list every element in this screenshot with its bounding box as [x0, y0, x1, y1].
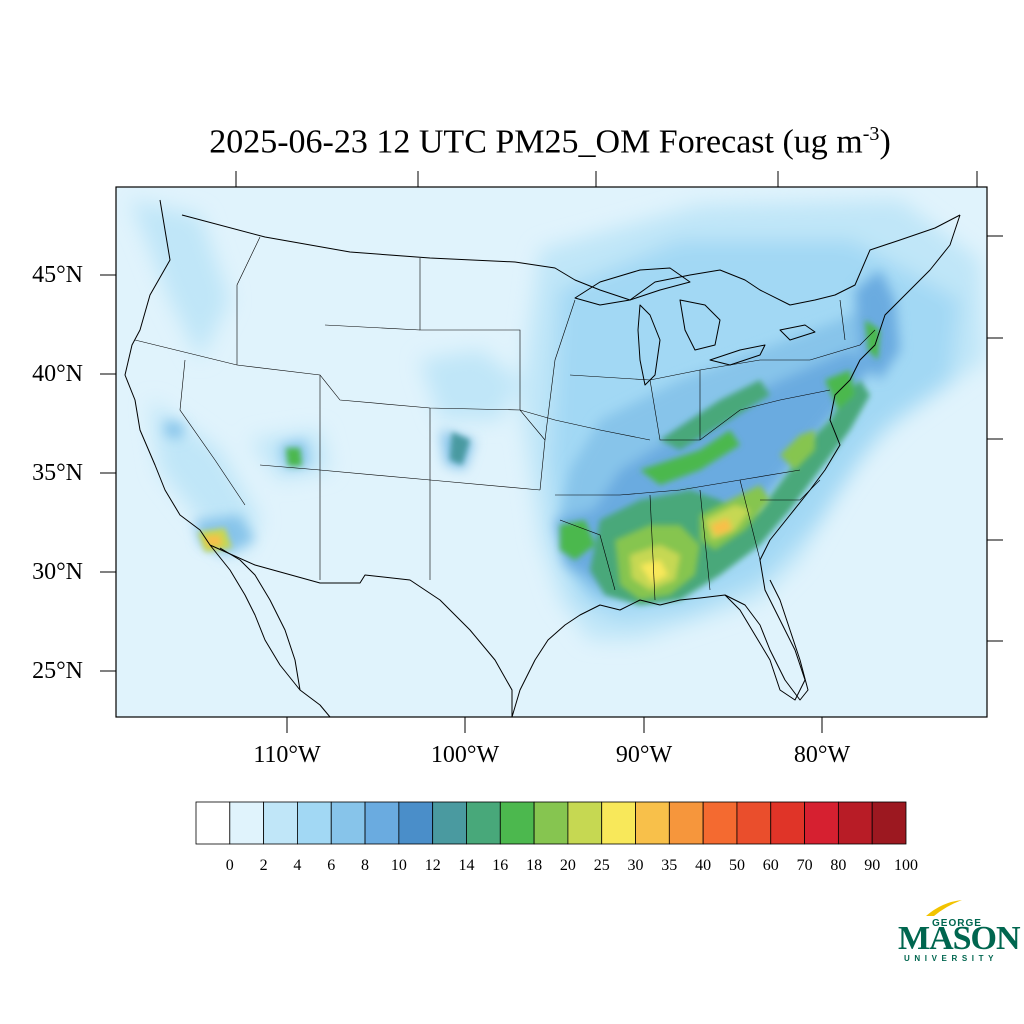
colorbar-swatch: [499, 801, 535, 845]
lat-label-40n: 40°N: [32, 361, 83, 387]
colorbar-swatch: [466, 801, 501, 845]
colorbar-swatch: [804, 801, 839, 845]
colorbar-swatch: [263, 801, 298, 845]
colorbar-swatch: [533, 801, 569, 845]
colorbar-tick-label: 60: [762, 857, 779, 874]
colorbar-swatch: [871, 801, 907, 845]
colorbar-swatch: [567, 801, 603, 845]
colorbar-tick-label: 18: [526, 857, 543, 874]
colorbar-swatch: [229, 801, 265, 845]
colorbar-tick-label: 12: [424, 857, 441, 874]
lake-huron: [679, 299, 721, 351]
colorbar-tick-label: 80: [830, 857, 847, 874]
mexico-border: [209, 544, 513, 717]
west-coastline: [124, 199, 331, 717]
colorbar-tick-label: 25: [593, 857, 610, 874]
colorbar-tick-label: 70: [796, 857, 813, 874]
colorbar-swatch: [668, 801, 704, 845]
colorbar-swatch: [432, 801, 467, 845]
logo-university: UNIVERSITY: [904, 954, 999, 963]
colorbar-swatch: [195, 801, 231, 845]
lake-superior: [574, 267, 691, 306]
colorbar-swatch: [770, 801, 805, 845]
colorbar-swatch: [297, 801, 332, 845]
colorbar-swatch: [364, 801, 400, 845]
colorbar-tick-label: 14: [458, 857, 475, 874]
lon-label-100w: 100°W: [430, 742, 500, 768]
florida-coast: [724, 579, 809, 701]
lake-ontario: [779, 324, 816, 341]
gmu-logo: GEORGE MASON UNIVERSITY: [896, 898, 1021, 968]
state-borders: [134, 236, 876, 601]
map-frame: [115, 186, 988, 718]
lat-label-25n: 25°N: [32, 658, 83, 684]
lake-erie: [709, 344, 766, 366]
colorbar-swatch: [702, 801, 738, 845]
gulf-coastline: [511, 599, 661, 717]
logo-swoosh-icon: [926, 900, 962, 916]
colorbar-tick-label: 20: [559, 857, 576, 874]
colorbar-tick-label: 16: [492, 857, 509, 874]
colorbar-tick-label: 2: [259, 857, 268, 874]
lat-label-45n: 45°N: [32, 262, 83, 288]
east-coastline: [659, 214, 961, 701]
logo-mason: MASON: [898, 920, 1021, 957]
colorbar-swatch: [736, 801, 772, 845]
colorbar-swatch: [837, 801, 873, 845]
colorbar-tick-label: 6: [327, 857, 336, 874]
logo-george: GEORGE: [932, 918, 982, 929]
gulf-of-california-coast: [219, 547, 301, 691]
boundaries: [124, 199, 961, 717]
colorbar-swatch: [635, 801, 670, 845]
colorbar-tick-label: 4: [293, 857, 302, 874]
colorbar-tick-label: 50: [729, 857, 745, 874]
map-title: 2025-06-23 12 UTC PM25_OM Forecast (ug m…: [209, 123, 891, 161]
lat-label-35n: 35°N: [32, 460, 83, 486]
colorbar-swatch: [398, 801, 434, 845]
concentration-field-high: [205, 430, 815, 600]
colorbar-tick-label: 40: [695, 857, 712, 874]
colorbar-tick-label: 8: [361, 857, 369, 874]
colorbar-tick-label: 0: [225, 857, 234, 874]
lat-label-30n: 30°N: [32, 559, 83, 585]
lon-ticks-bottom: [286, 717, 823, 733]
lat-ticks-left: [100, 274, 116, 672]
colorbar-tick-label: 90: [864, 857, 881, 874]
colorbar-tick-label: 100: [894, 857, 918, 874]
colorbar-swatch: [330, 801, 366, 845]
lat-ticks-right: [987, 235, 1003, 642]
lon-label-110w: 110°W: [253, 742, 321, 768]
colorbar: [195, 801, 907, 845]
colorbar-swatch: [601, 801, 636, 845]
colorbar-tick-label: 10: [390, 857, 407, 874]
lon-ticks-top: [235, 171, 978, 187]
colorbar-tick-label: 30: [627, 857, 644, 874]
colorbar-tick-label: 35: [661, 857, 678, 874]
canada-border: [181, 214, 961, 306]
lon-label-90w: 90°W: [615, 742, 673, 768]
lon-label-80w: 80°W: [793, 742, 851, 768]
